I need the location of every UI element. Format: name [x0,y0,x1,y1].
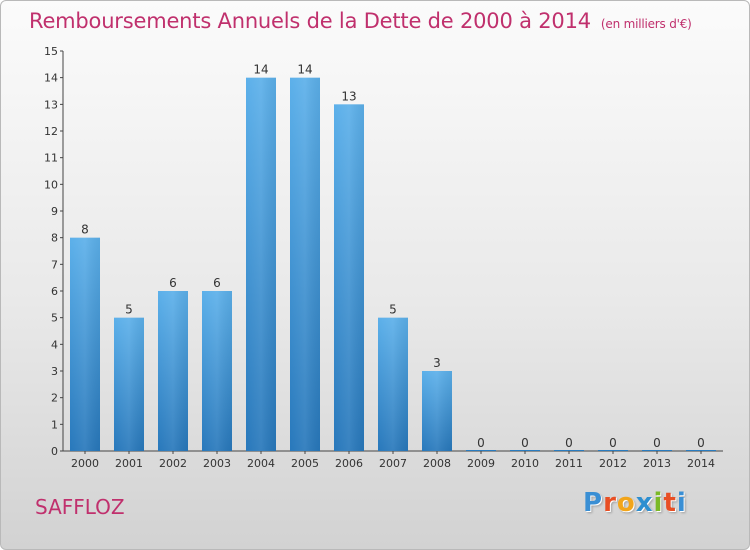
bar-value-label: 0 [477,436,485,450]
bars [70,77,716,452]
x-tick-label: 2010 [511,457,539,470]
bar-value-label: 3 [433,356,441,370]
bar-value-label: 8 [81,223,89,237]
x-tick-label: 2007 [379,457,407,470]
bar-shading [202,291,232,451]
x-tick-label: 2002 [159,457,187,470]
bar-shading [290,77,320,452]
bar-shading [422,371,452,451]
x-tick-label: 2003 [203,457,231,470]
bar-value-label: 5 [389,303,397,317]
y-tick-label: 13 [44,98,58,111]
bar-value-label: 0 [653,436,661,450]
logo-letter: i [676,488,687,518]
bar [598,450,628,451]
bar-value-label: 0 [565,436,573,450]
bar-value-label: 0 [521,436,529,450]
logo-letter: t [663,488,677,518]
y-tick-label: 7 [51,258,58,271]
bar-value-label: 14 [253,63,268,77]
y-tick-label: 10 [44,178,58,191]
bar-shading [334,104,364,451]
bar-shading [378,317,408,451]
bar [466,450,496,451]
x-tick-label: 2001 [115,457,143,470]
logo-letter: r [603,488,617,518]
bar-value-label: 0 [609,436,617,450]
chart-unit: (en milliers d'€) [600,17,692,31]
bar [642,450,672,451]
bar-value-label: 14 [297,63,312,77]
chart-title: Remboursements Annuels de la Dette de 20… [29,9,692,33]
logo-letter: x [635,488,654,518]
bar-shading [114,317,144,451]
chart-title-text: Remboursements Annuels de la Dette de 20… [29,9,591,33]
y-tick-label: 14 [44,72,58,85]
y-tick-label: 12 [44,125,58,138]
logo-letter: P [583,488,604,518]
bar [686,450,716,451]
commune-name: SAFFLOZ [35,495,125,519]
y-tick-label: 0 [51,445,58,458]
bar [510,450,540,451]
value-labels: 8 5 6 6 14 14 13 5 3 0 0 0 0 0 0 [81,63,705,450]
x-tick-label: 2008 [423,457,451,470]
bar-shading [246,77,276,452]
x-tick-label: 2004 [247,457,275,470]
bar-value-label: 5 [125,303,133,317]
bar-shading [158,291,188,451]
x-tick-label: 2006 [335,457,363,470]
y-tick-label: 11 [44,152,58,165]
x-tick-label: 2011 [555,457,583,470]
y-tick-label: 4 [51,338,58,351]
logo-letter: o [616,488,636,518]
bar-value-label: 6 [169,276,177,290]
y-tick-label: 6 [51,285,58,298]
x-tick-label: 2014 [687,457,715,470]
logo-letter: i [653,488,664,518]
x-tick-label: 2000 [71,457,99,470]
x-tick-label: 2012 [599,457,627,470]
x-tick-labels: 2000 2001 2002 2003 2004 2005 2006 2007 2008 2009… [71,457,715,470]
y-tick-label: 9 [51,205,58,218]
y-tick-label: 5 [51,312,58,325]
y-tick-label: 1 [51,418,58,431]
y-tick-label: 2 [51,392,58,405]
proxiti-logo: Proxiti [583,488,687,518]
bar [554,450,584,451]
bar-value-label: 6 [213,276,221,290]
bar-value-label: 0 [697,436,705,450]
y-tick-label: 3 [51,365,58,378]
x-tick-label: 2013 [643,457,671,470]
y-tick-label: 15 [44,45,58,58]
bar-shading [70,237,100,451]
y-tick-label: 8 [51,232,58,245]
x-tick-label: 2009 [467,457,495,470]
x-tick-label: 2005 [291,457,319,470]
bar-value-label: 13 [341,89,356,103]
